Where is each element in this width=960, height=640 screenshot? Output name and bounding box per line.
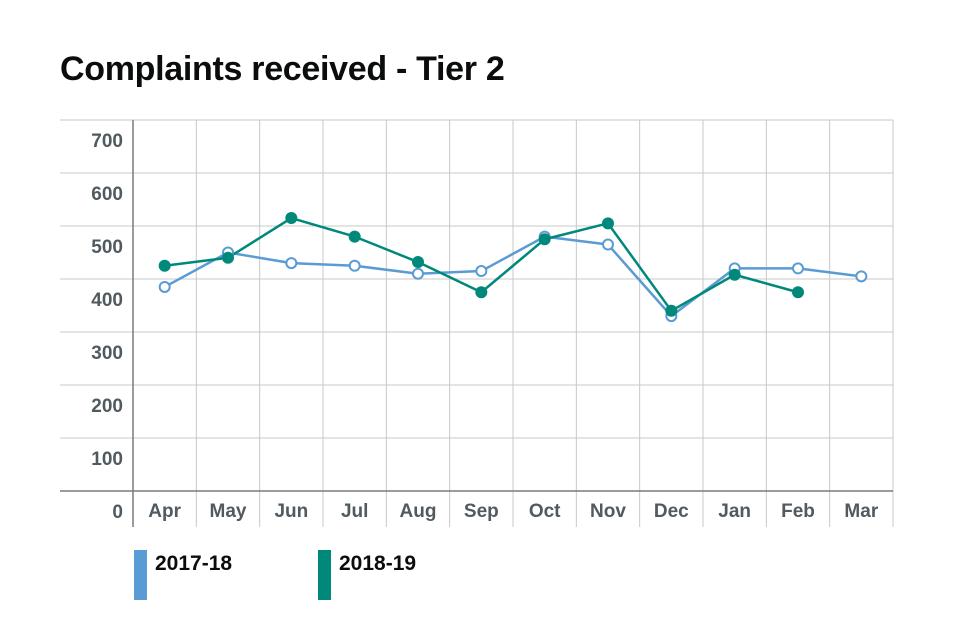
x-tick-label: Sep <box>464 501 499 522</box>
data-point-2018-19 <box>602 217 614 230</box>
data-point-2018-19 <box>792 286 804 299</box>
y-tick-label: 500 <box>91 237 123 258</box>
y-tick-label: 700 <box>91 131 123 152</box>
data-point-2018-19 <box>728 268 741 281</box>
legend-label-2018-19: 2018-19 <box>339 552 417 575</box>
x-tick-label: May <box>210 501 247 522</box>
data-point-2017-18 <box>475 265 488 278</box>
x-tick-label: Jun <box>274 501 308 522</box>
chart-title: Complaints received - Tier 2 <box>60 50 505 88</box>
data-point-2018-19 <box>285 212 298 225</box>
x-tick-label: Dec <box>654 501 689 522</box>
data-point-2018-19 <box>665 304 678 317</box>
x-tick-label: Jan <box>718 501 751 522</box>
x-tick-label: Aug <box>400 501 437 522</box>
y-tick-label: 400 <box>91 290 123 311</box>
data-point-2017-18 <box>158 280 171 293</box>
legend-swatch-2017-18 <box>134 550 147 600</box>
data-point-2018-19 <box>222 251 234 264</box>
data-point-2017-18 <box>348 259 361 272</box>
y-tick-label: 100 <box>91 449 123 470</box>
x-axis-ticks: Apr May Jun Jul Aug Sep Oct Nov Dec Jan Feb Mar <box>148 501 879 522</box>
y-tick-label: 300 <box>91 343 123 364</box>
y-tick-label: 200 <box>91 396 123 417</box>
data-point-2018-19 <box>538 233 551 246</box>
y-tick-label: 600 <box>91 184 123 205</box>
data-point-2017-18 <box>412 267 424 280</box>
x-tick-label: Nov <box>590 501 626 522</box>
data-point-2018-19 <box>158 259 171 272</box>
series-group <box>158 212 868 323</box>
data-point-2017-18 <box>792 262 804 275</box>
data-point-2018-19 <box>475 286 488 299</box>
y-axis-ticks: 0 100 200 300 400 500 600 700 <box>91 131 123 523</box>
series-line-2017-18 <box>164 235 862 318</box>
x-tick-label: Feb <box>781 501 815 522</box>
x-tick-label: Jul <box>341 501 368 522</box>
y-tick-label: 0 <box>112 502 123 523</box>
data-point-2017-18 <box>285 257 298 270</box>
data-point-2018-19 <box>348 230 361 243</box>
legend-item-2017-18: 2017-18 <box>134 550 232 600</box>
x-tick-label: Oct <box>529 501 561 522</box>
x-tick-label: Apr <box>148 501 181 522</box>
x-tick-label: Mar <box>844 501 878 522</box>
legend-item-2018-19: 2018-19 <box>318 550 416 600</box>
data-point-2017-18 <box>855 270 868 283</box>
data-point-2018-19 <box>412 256 424 269</box>
grid-lines <box>60 119 894 527</box>
legend-label-2017-18: 2017-18 <box>155 552 233 575</box>
data-point-2017-18 <box>602 238 614 251</box>
axes <box>60 120 893 527</box>
legend-swatch-2018-19 <box>318 550 331 600</box>
